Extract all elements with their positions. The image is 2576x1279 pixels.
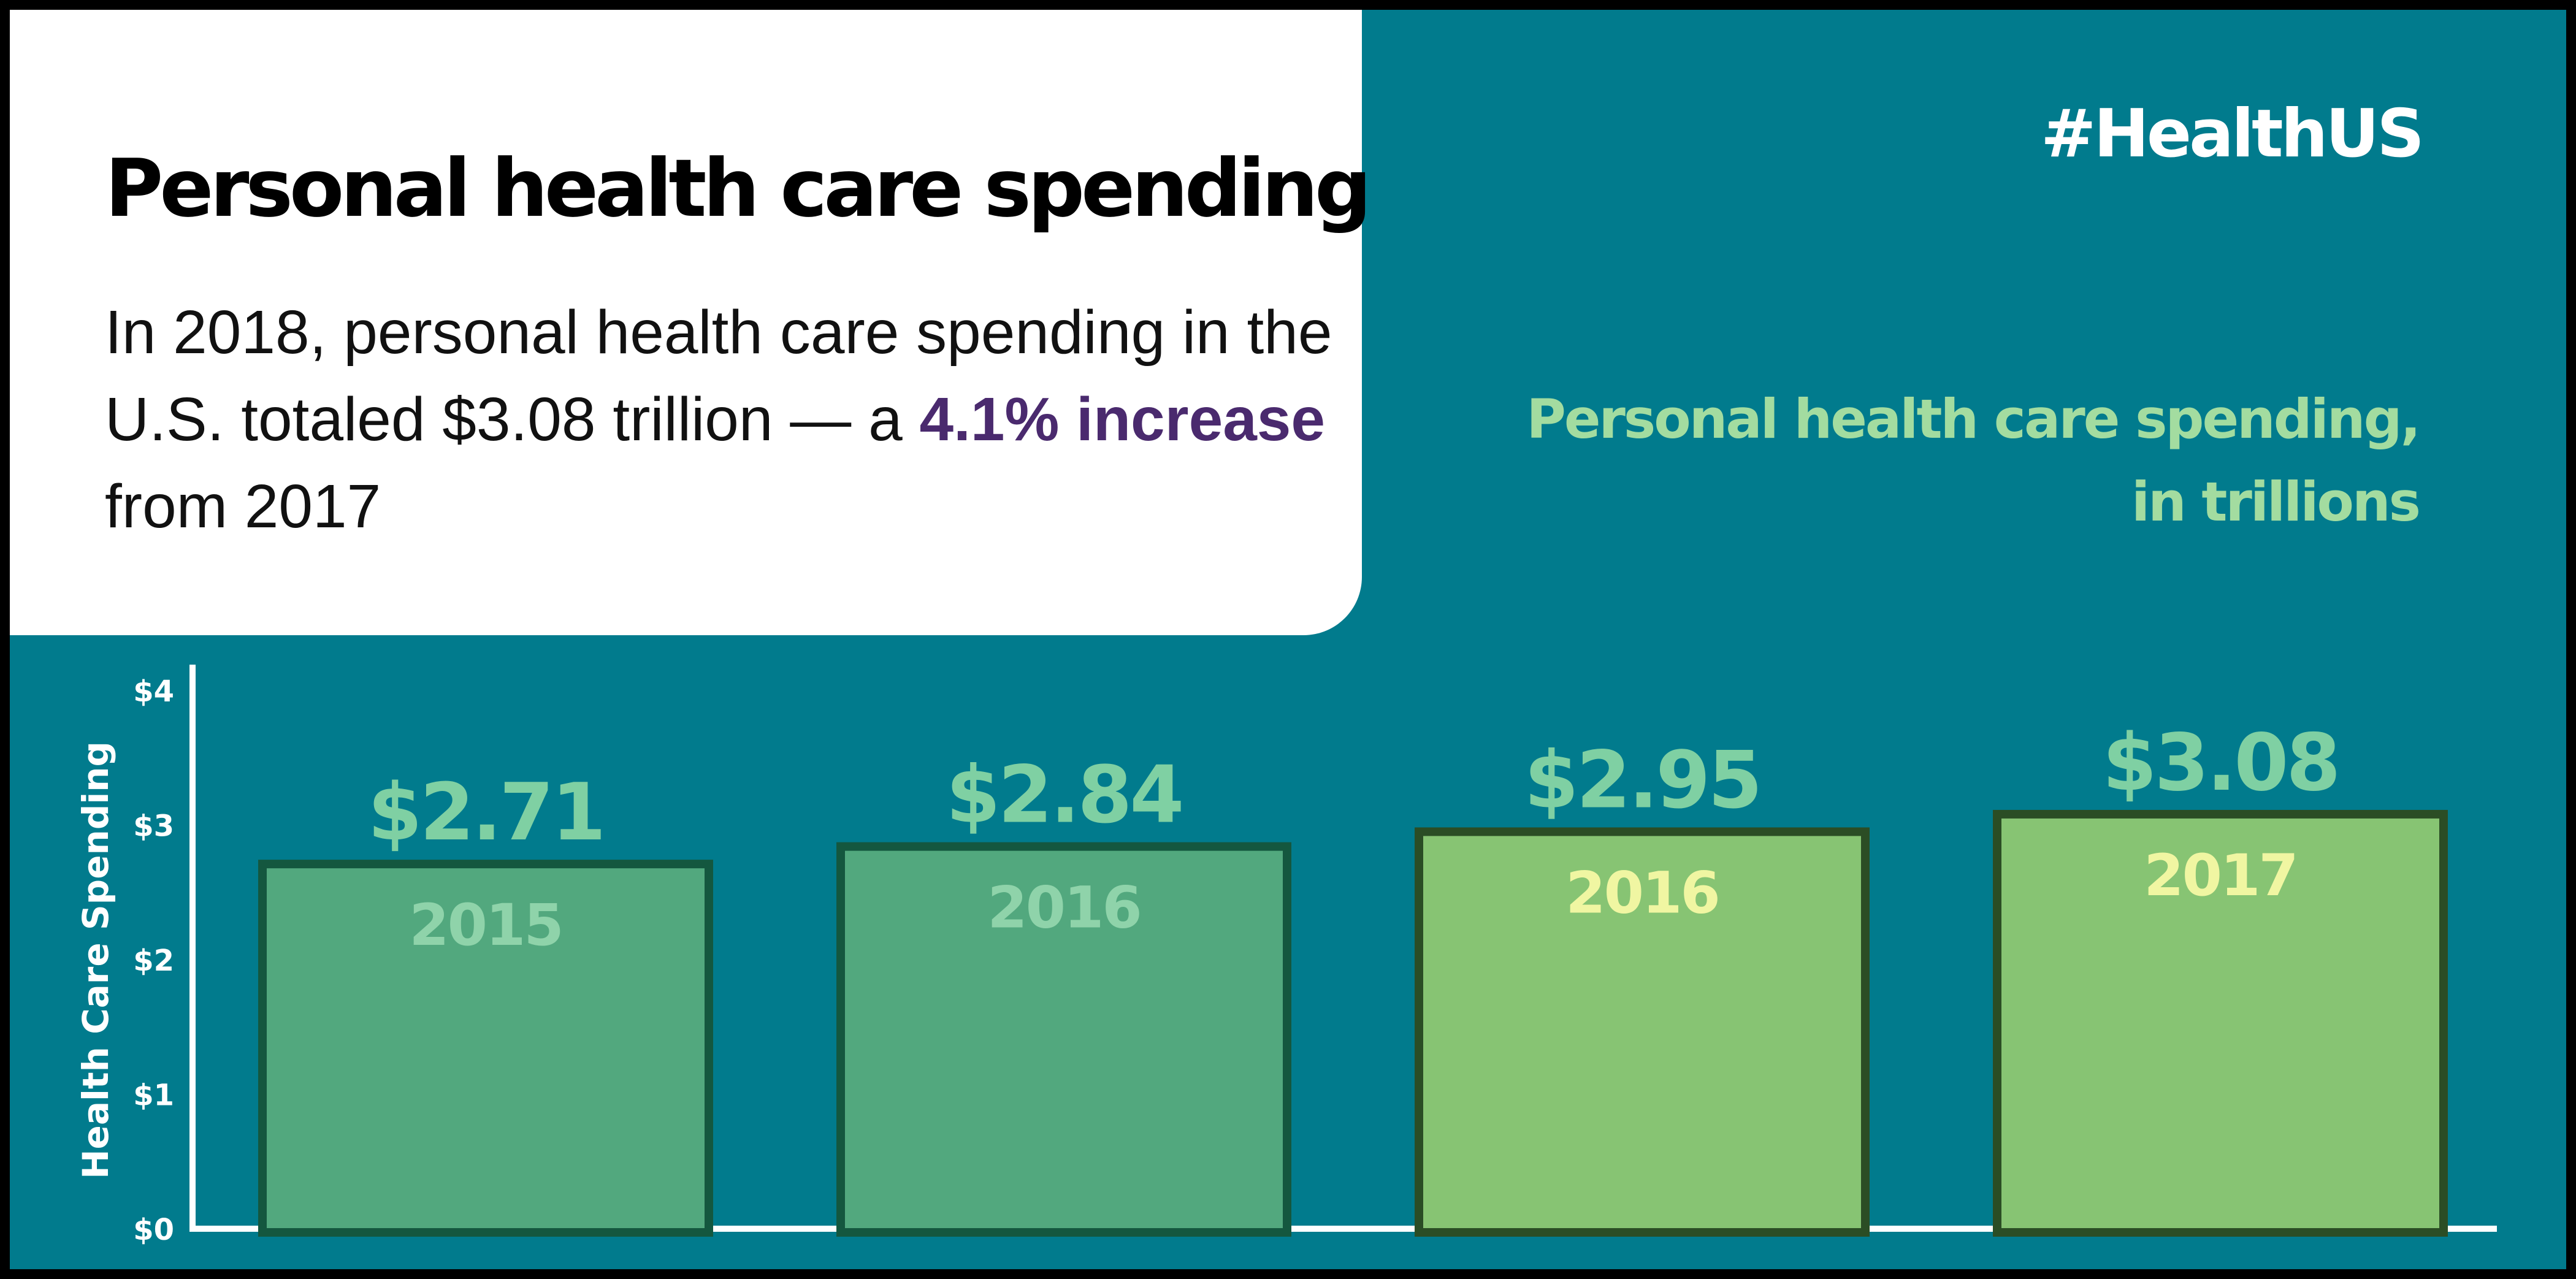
bar xyxy=(836,842,1291,1237)
chart-title: Personal health care spending, in trillio… xyxy=(1526,378,2421,543)
bar-category-label: 2015 xyxy=(409,892,562,959)
y-tick-label: $3 xyxy=(133,809,174,844)
bar-category-label: 2016 xyxy=(987,875,1141,942)
y-tick-label: $0 xyxy=(133,1213,174,1247)
y-tick-label: $4 xyxy=(133,674,174,709)
hashtag: #HealthUS xyxy=(2040,96,2425,172)
y-tick-label: $2 xyxy=(133,944,174,978)
summary-prefix: In 2018, personal health care spending i… xyxy=(105,298,1332,454)
bar xyxy=(1993,809,2448,1237)
page-title: Personal health care spending xyxy=(105,142,1372,235)
chart-title-line2: in trillions xyxy=(2131,470,2421,533)
bar-value-label: $2.84 xyxy=(946,750,1182,841)
bar-category-label: 2016 xyxy=(1565,860,1719,926)
y-axis-label: Health Care Spending xyxy=(75,741,117,1179)
chart-title-line1: Personal health care spending, xyxy=(1526,388,2421,451)
summary-highlight: 4.1% increase xyxy=(919,385,1326,454)
bar xyxy=(258,860,713,1237)
y-tick-label: $1 xyxy=(133,1079,174,1113)
bar xyxy=(1415,827,1870,1237)
title-card: Personal health care spending In 2018, p… xyxy=(10,10,1372,635)
bar-category-label: 2017 xyxy=(2144,842,2297,909)
bar-value-label: $3.08 xyxy=(2103,717,2339,809)
bar-value-label: $2.71 xyxy=(368,767,604,858)
bar-chart: $0 $1 $2 $3 $4 Health Care Spending $2.71 2015 $… xyxy=(75,665,2497,1247)
summary-suffix: from 2017 xyxy=(105,472,381,541)
summary-text: In 2018, personal health care spending i… xyxy=(105,289,1362,550)
bar-value-label: $2.95 xyxy=(1524,735,1760,826)
